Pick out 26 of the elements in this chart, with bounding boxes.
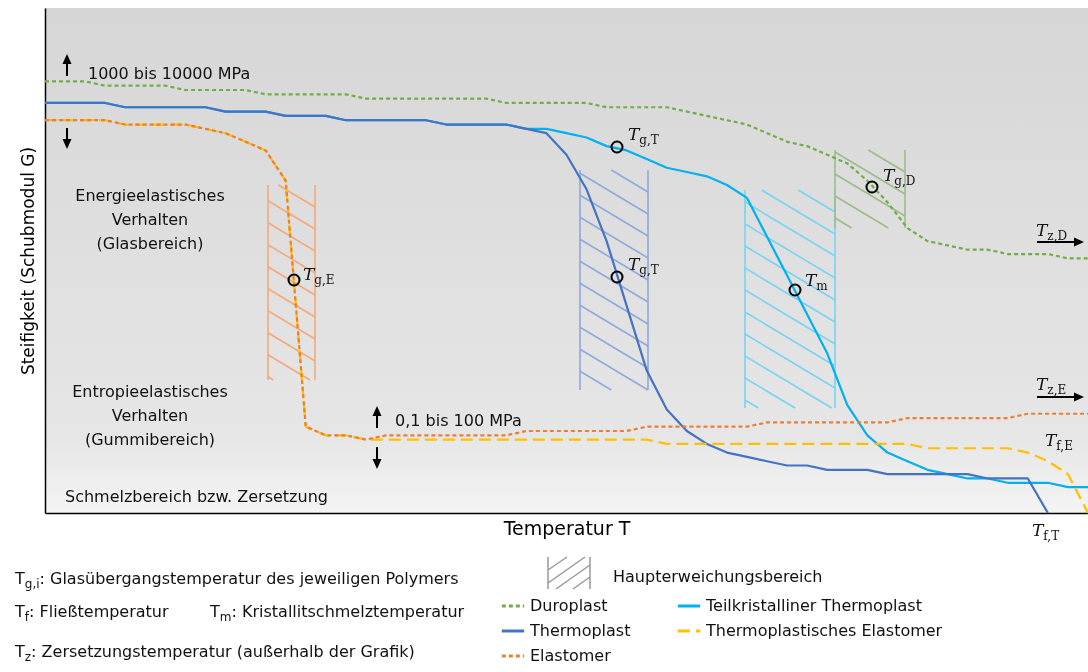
y-axis-title: Steifigkeit (Schubmodul G): [17, 146, 38, 376]
annotation: T$_{m}$: [805, 269, 828, 296]
annotation: Energieelastisches Verhalten (Glasbereich): [75, 185, 225, 255]
annotation: T$_{g,D}$: [883, 164, 916, 191]
annotation: 0,1 bis 100 MPa: [395, 410, 522, 432]
text: T$_{g,i}$: Glasübergangstemperatur des jeweiligen Polymers: [15, 568, 459, 594]
annotation: T$_{g,T}$: [628, 253, 659, 280]
x-axis-title: Temperatur T: [502, 516, 631, 539]
text: T$_{f,T}$: [1032, 519, 1060, 546]
annotation: T$_{z,D}$: [1036, 219, 1068, 246]
legend-label: Duroplast: [530, 596, 608, 615]
text: T$_{z}$: Zersetzungstemperatur (außerhalb der Grafik): [15, 641, 415, 667]
annotation: T$_{z,E}$: [1036, 373, 1067, 400]
annotation: 1000 bis 10000 MPa: [88, 63, 251, 85]
text: T$_{f}$: Fließtemperatur: [15, 601, 169, 627]
annotation: T$_{g,T}$: [628, 123, 659, 150]
text: Haupterweichungsbereich: [613, 566, 823, 588]
text: T$_{m}$: Kristallitschmelztemperatur: [210, 601, 465, 627]
legend-label: Thermoplast: [529, 621, 631, 640]
annotation: T$_{f,E}$: [1045, 429, 1073, 456]
legend-label: Elastomer: [530, 646, 612, 665]
annotation: T$_{g,E}$: [303, 263, 335, 290]
legend-label: Thermoplastisches Elastomer: [705, 621, 943, 640]
annotation: Entropieelastisches Verhalten (Gummibereich): [72, 381, 228, 451]
legend-label: Teilkristalliner Thermoplast: [705, 596, 922, 615]
annotation: Schmelzbereich bzw. Zersetzung: [65, 486, 328, 508]
